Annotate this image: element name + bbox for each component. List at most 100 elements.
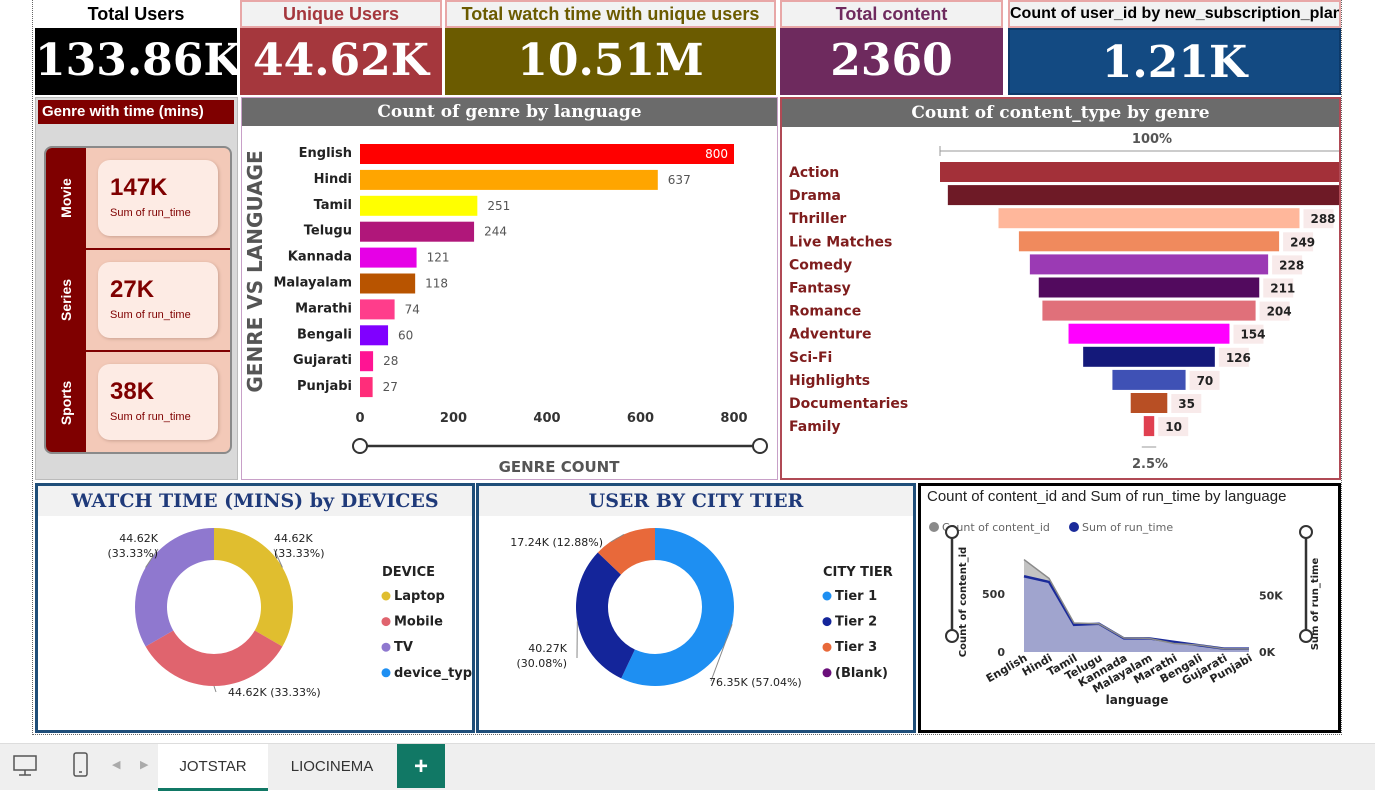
genre-card-tab-label: Movie — [58, 178, 74, 218]
prev-page-icon[interactable]: ◀ — [112, 758, 120, 771]
x-range-slider-handle — [753, 439, 767, 453]
y-axis-title: GENRE VS LANGUAGE — [243, 150, 267, 392]
funnel-bar — [1069, 324, 1230, 344]
funnel-value-label: 249 — [1290, 235, 1315, 249]
tab-jotstar[interactable]: JOTSTAR — [158, 744, 268, 791]
genre-card-caption: Sum of run_time — [110, 207, 191, 219]
bar-value-label: 637 — [668, 173, 691, 187]
genre-language-panel[interactable]: Count of genre by language GENRE VS LANG… — [241, 97, 778, 480]
donut-slice — [214, 528, 293, 647]
mobile-view-icon[interactable] — [72, 752, 90, 783]
legend-marker — [382, 643, 391, 652]
legend-marker — [382, 617, 391, 626]
desktop-view-icon[interactable] — [12, 754, 38, 783]
bar-value-label: 74 — [405, 302, 420, 316]
legend-marker — [823, 617, 832, 626]
funnel-bar — [948, 185, 1339, 205]
next-page-icon[interactable]: ▶ — [140, 758, 148, 771]
genre-time-title: Genre with time (mins) — [38, 100, 234, 124]
kpi-watch-time[interactable]: Total watch time with unique users 10.51… — [445, 0, 776, 95]
y-range-slider-handle — [946, 526, 958, 538]
funnel-category-label: Fantasy — [789, 281, 851, 297]
chart-title: Count of content_id and Sum of run_time … — [927, 488, 1337, 505]
bar-category-label: Telugu — [304, 224, 352, 239]
bar-category-label: Kannada — [288, 250, 352, 265]
funnel-value-label: 70 — [1197, 374, 1214, 388]
bar-value-label: 60 — [398, 328, 413, 342]
funnel-bar — [999, 208, 1300, 228]
kpi-title: Unique Users — [240, 0, 442, 28]
bar-value-label: 118 — [425, 277, 448, 291]
content-type-panel[interactable]: Count of content_type by genre 100%Actio… — [780, 97, 1341, 480]
y2-range-slider-handle — [1300, 526, 1312, 538]
donut-slice — [135, 528, 214, 647]
runtime-language-panel[interactable]: Count of content_id and Sum of run_time … — [918, 483, 1341, 733]
donut-slice — [146, 631, 283, 687]
donut-slice-label: 76.35K (57.04%) — [709, 676, 802, 689]
y2-tick-label: 50K — [1259, 589, 1283, 602]
funnel-category-label: Sci-Fi — [789, 350, 832, 366]
legend-marker — [823, 643, 832, 652]
bar — [360, 274, 415, 294]
kpi-title: Total Users — [35, 0, 237, 28]
bar-value-label: 244 — [484, 225, 507, 239]
legend-marker — [823, 668, 832, 677]
kpi-unique-users[interactable]: Unique Users 44.62K — [240, 0, 442, 95]
funnel-category-label: Drama — [789, 188, 841, 204]
bar — [360, 222, 474, 242]
x-axis-title: language — [1106, 693, 1169, 707]
bar-category-label: Punjabi — [297, 379, 352, 394]
bar — [360, 196, 477, 216]
legend-marker — [382, 592, 391, 601]
genre-card-tab: Series — [46, 250, 86, 350]
tab-liocinema[interactable]: LIOCINEMA — [270, 744, 394, 788]
funnel-bar — [1083, 347, 1215, 367]
kpi-total-content[interactable]: Total content 2360 — [780, 0, 1003, 95]
bar-value-label: 800 — [705, 147, 728, 161]
genre-card-tab-label: Series — [58, 279, 74, 321]
funnel-value-label: 154 — [1240, 328, 1265, 342]
funnel-value-label: 35 — [1178, 397, 1195, 411]
kpi-total-users[interactable]: Total Users 133.86K — [35, 0, 237, 95]
legend-label: Tier 2 — [835, 615, 877, 630]
legend-marker — [929, 522, 939, 532]
funnel-bottom-label: 2.5% — [1132, 457, 1168, 472]
kpi-value: 2360 — [780, 28, 1003, 95]
city-tier-panel[interactable]: USER BY CITY TIER 76.35K (57.04%)40.27K(… — [476, 483, 916, 733]
legend-label: Tier 3 — [835, 640, 877, 655]
donut-slice-label: (30.08%) — [516, 657, 567, 670]
series-area — [1024, 576, 1249, 652]
chart-title: USER BY CITY TIER — [479, 486, 913, 516]
donut-slice-label: 17.24K (12.88%) — [510, 536, 603, 549]
add-page-button[interactable]: + — [397, 744, 445, 788]
y-tick-label: 500 — [982, 588, 1005, 601]
funnel-bar — [1131, 393, 1168, 413]
kpi-subscription[interactable]: Count of user_id by new_subscription_pla… — [1008, 0, 1341, 95]
chart-title: Count of genre by language — [242, 98, 777, 126]
donut-slice-label: 44.62K — [119, 532, 158, 545]
genre-card-value: 27K — [110, 276, 154, 304]
x-range-slider-handle — [353, 439, 367, 453]
bar — [360, 144, 734, 164]
funnel-category-label: Adventure — [789, 327, 872, 343]
legend-title: DEVICE — [382, 565, 435, 580]
funnel-bar — [1030, 254, 1268, 274]
bar-category-label: Gujarati — [293, 353, 352, 368]
funnel-category-label: Documentaries — [789, 396, 908, 412]
genre-card-tab: Sports — [46, 352, 86, 454]
genre-card-tab: Movie — [46, 148, 86, 248]
devices-panel[interactable]: WATCH TIME (MINS) by DEVICES 44.62K(33.3… — [35, 483, 475, 733]
donut-slice — [576, 552, 635, 678]
funnel-bar — [1112, 370, 1185, 390]
funnel-category-label: Highlights — [789, 373, 870, 389]
kpi-title: Total content — [780, 0, 1003, 28]
funnel-category-label: Romance — [789, 304, 861, 320]
bar — [360, 248, 417, 268]
legend-label: (Blank) — [835, 666, 888, 681]
